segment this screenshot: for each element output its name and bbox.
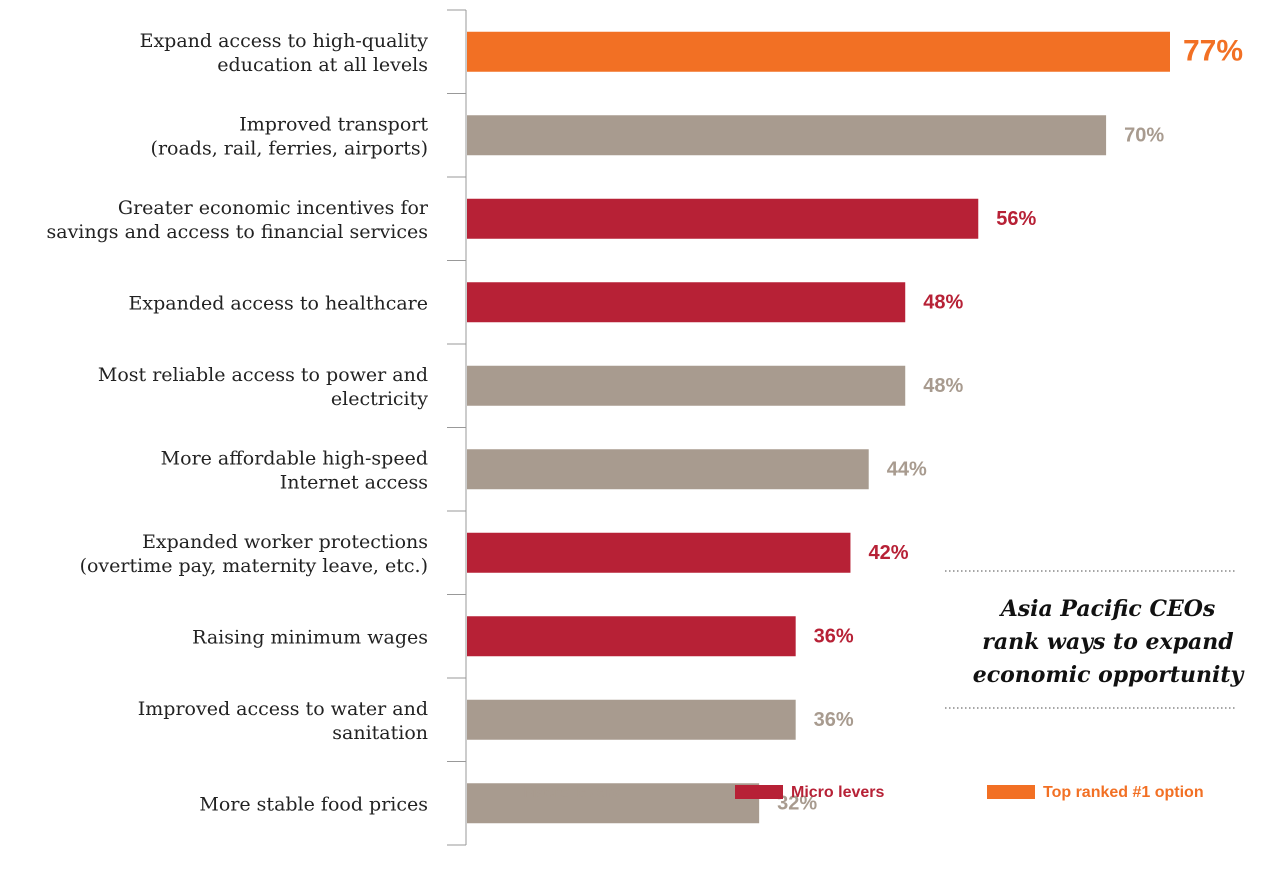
value-label: 44% <box>887 459 927 481</box>
value-label: 42% <box>868 542 908 564</box>
value-label: 36% <box>814 626 854 648</box>
legend-swatch <box>467 785 515 799</box>
bar <box>467 198 979 239</box>
category-label: sanitation <box>332 722 428 744</box>
category-label: education at all levels <box>217 54 428 76</box>
bar <box>467 616 796 657</box>
category-label: More stable food prices <box>199 793 428 815</box>
category-label: Expand access to high-quality <box>140 30 429 52</box>
value-label: 56% <box>996 208 1036 230</box>
legend-swatch <box>987 785 1035 799</box>
bar <box>467 783 760 824</box>
legend-label: Top ranked #1 option <box>1043 784 1204 801</box>
category-label: (roads, rail, ferries, airports) <box>151 137 428 159</box>
bar <box>467 365 906 406</box>
category-label: (overtime pay, maternity leave, etc.) <box>80 555 428 577</box>
category-label: Improved transport <box>239 113 428 135</box>
bar <box>467 282 906 323</box>
value-label: 48% <box>923 292 963 314</box>
value-label: 36% <box>814 709 854 731</box>
annotation: rank ways to expand <box>982 629 1233 655</box>
bar <box>467 449 869 490</box>
bar <box>467 31 1170 72</box>
category-label: Most reliable access to power and <box>98 364 428 386</box>
category-label: More affordable high-speed <box>161 447 428 469</box>
value-label: 77% <box>1183 35 1243 68</box>
value-label: 48% <box>923 375 963 397</box>
category-label: Improved access to water and <box>138 698 428 720</box>
value-label: 70% <box>1124 125 1164 147</box>
legend-label: Micro levers <box>791 784 884 801</box>
category-label: Expanded access to healthcare <box>129 292 428 314</box>
annotation: economic opportunity <box>973 662 1246 688</box>
legend-swatch <box>735 785 783 799</box>
value-label: 32% <box>777 793 817 815</box>
bar <box>467 532 851 573</box>
category-label: Raising minimum wages <box>192 626 428 648</box>
category-label: savings and access to financial services <box>46 221 428 243</box>
bar <box>467 115 1107 156</box>
category-label: Expanded worker protections <box>142 531 428 553</box>
annotation: Asia Pacific CEOs <box>999 596 1216 622</box>
category-label: electricity <box>331 388 428 410</box>
bar <box>467 699 796 740</box>
legend-label: Macro levers <box>523 784 621 801</box>
category-label: Greater economic incentives for <box>118 197 429 219</box>
category-label: Internet access <box>280 471 428 493</box>
